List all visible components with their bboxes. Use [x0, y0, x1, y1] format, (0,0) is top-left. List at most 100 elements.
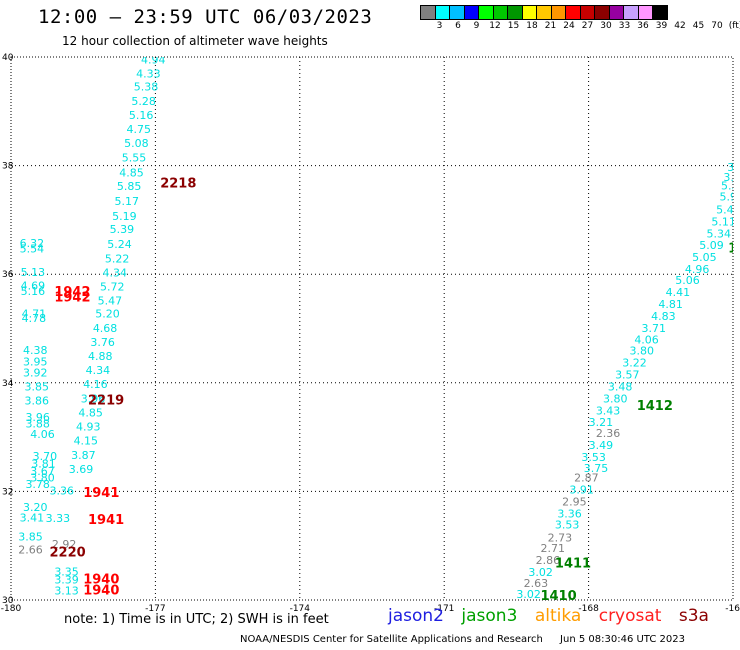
swh-value-label: 4.75	[127, 123, 151, 136]
swh-value-label: 2.95	[562, 496, 587, 509]
track-time-label: 1413	[728, 241, 740, 256]
swh-value-label: 3.75	[584, 462, 609, 475]
swh-value-label: 2.36	[596, 427, 621, 440]
swh-value-label: 5.47	[98, 295, 123, 308]
swh-value-label: 3.92	[23, 366, 48, 379]
swh-value-label: 3.88	[25, 417, 50, 430]
swh-value-label: 5.55	[122, 151, 147, 164]
colorbar-tick-label: 9	[473, 21, 480, 31]
swh-value-label: 3.43	[596, 404, 621, 417]
plot-frame	[10, 56, 734, 601]
colorbar-tick-label: 15	[507, 21, 520, 31]
swh-values-layer: 4.944.335.385.285.164.755.085.554.855.85…	[18, 57, 740, 612]
swh-value-label: 3.96	[81, 392, 106, 405]
swh-value-label: 5.38	[134, 81, 159, 94]
legend-altika: altika	[534, 606, 582, 626]
colorbar	[420, 5, 668, 20]
colorbar-tick-label: 45	[692, 21, 705, 31]
y-tick-label: 40	[2, 53, 14, 63]
swh-value-label: 4.68	[93, 322, 118, 335]
swh-value-label: 3.23	[509, 599, 534, 612]
swh-value-label: 5.34	[707, 227, 732, 240]
colorbar-tick-label: 18	[526, 21, 538, 31]
swh-value-label: 3.91	[569, 484, 594, 497]
swh-value-label: 3.78	[25, 478, 50, 491]
swh-value-label: 2.63	[524, 577, 549, 590]
x-tick-label: -16	[725, 604, 740, 614]
swh-value-label: 2.66	[18, 543, 43, 556]
swh-value-label: 5.11	[711, 215, 736, 228]
swh-value-label: 3.48	[608, 380, 633, 393]
swh-value-label: 2.73	[548, 531, 573, 544]
swh-value-label: 3.02	[528, 566, 553, 579]
legend-jason2: jason2	[388, 606, 444, 626]
chart-title: 12:00 — 23:59 UTC 06/03/2023	[38, 6, 373, 28]
swh-value-label: 4.93	[76, 421, 101, 434]
colorbar-tick-label: 21	[544, 21, 557, 31]
swh-value-label: 5.06	[675, 274, 700, 287]
swh-value-label: 5.09	[699, 239, 724, 252]
swh-value-label: 5.95	[720, 190, 740, 203]
colorbar-tick-label: 33	[618, 21, 631, 31]
swh-value-label: 4.69	[21, 279, 46, 292]
y-tick-label: 34	[2, 379, 14, 389]
track-time-label: 1411	[555, 556, 591, 571]
swh-value-label: 5.39	[110, 223, 135, 236]
colorbar-tick-label: 42	[674, 21, 686, 31]
swh-value-label: 3.13	[54, 585, 79, 598]
swh-value-label: 3.86	[24, 395, 49, 408]
swh-value-label: 3.21	[589, 416, 614, 429]
y-tick-label: 38	[2, 162, 14, 172]
swh-value-label: 4.33	[136, 68, 161, 81]
swh-value-label: 5.28	[131, 95, 156, 108]
colorbar-unit: (ft)	[728, 21, 740, 31]
swh-value-label: 3.80	[630, 345, 655, 358]
swh-value-label: 4.85	[78, 406, 103, 419]
swh-value-label: 3.70	[33, 450, 58, 463]
swh-value-label: 3.02	[516, 588, 541, 601]
swh-value-label: 3.85	[24, 380, 49, 393]
swh-value-label: 3.67	[30, 465, 55, 478]
swh-value-label: 3.33	[46, 512, 71, 525]
swh-value-label: 3.53	[555, 518, 580, 531]
swh-value-label: 3.20	[23, 501, 48, 514]
swh-value-label: 3.49	[589, 439, 614, 452]
swh-value-label: 3.36	[557, 507, 582, 520]
swh-value-label: 3.96	[25, 411, 50, 424]
legend-s3a: s3a	[678, 606, 709, 626]
footer-credit: NOAA/NESDIS Center for Satellite Applica…	[240, 634, 543, 645]
swh-value-label: 4.06	[30, 428, 55, 441]
swh-value-label: 2.87	[574, 472, 599, 485]
swh-value-label: 3.57	[615, 368, 640, 381]
legend-cryosat: cryosat	[598, 606, 662, 626]
swh-value-label: 3.1	[723, 171, 740, 184]
swh-value-label: 4.06	[634, 334, 659, 347]
colorbar-tick-label: 36	[637, 21, 649, 31]
swh-value-label: 3.71	[642, 322, 667, 335]
footer-timestamp: Jun 5 08:30:46 UTC 2023	[560, 634, 685, 645]
track-time-label: 1942	[54, 285, 90, 300]
swh-value-label: 5.19	[112, 210, 137, 223]
swh-value-label: 5.22	[105, 252, 130, 265]
swh-value-label: 3.81	[31, 458, 56, 471]
x-tick-label: -177	[145, 604, 165, 614]
swh-value-label: 3.39	[54, 574, 79, 587]
swh-value-label: 3.85	[18, 530, 43, 543]
satellite-legend: jason2 jason3 altika cryosat s3a	[388, 606, 721, 626]
swh-value-label: 2.71	[540, 542, 565, 555]
footnote: note: 1) Time is in UTC; 2) SWH is in fe…	[64, 612, 329, 627]
colorbar-tick-label: 70	[711, 21, 723, 31]
colorbar-swatch	[652, 5, 668, 20]
legend-jason3: jason3	[461, 606, 518, 626]
colorbar-tick-label: 30	[600, 21, 612, 31]
track-time-label: 1941	[83, 486, 119, 501]
track-time-label: 2218	[160, 176, 196, 191]
x-tick-label: -168	[578, 604, 599, 614]
swh-value-label: 2.86	[536, 554, 561, 567]
swh-value-label: 4.81	[658, 298, 683, 311]
colorbar-tick-label: 24	[563, 21, 575, 31]
swh-value-label: 5.16	[129, 109, 154, 122]
track-time-label: 1410	[540, 589, 576, 604]
swh-value-label: 2.92	[52, 538, 76, 551]
